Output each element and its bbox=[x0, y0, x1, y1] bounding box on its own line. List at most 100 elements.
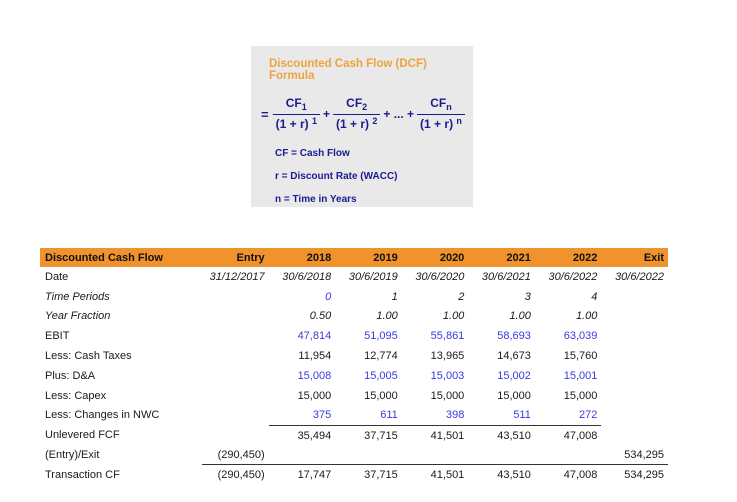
table-header-cell: 2018 bbox=[268, 248, 336, 267]
legend-item-r: r = Discount Rate (WACC) bbox=[275, 171, 398, 183]
table-cell: 1 bbox=[391, 290, 398, 303]
table-cell: 15,000 bbox=[364, 389, 398, 402]
table-cell: 272 bbox=[534, 405, 602, 426]
table-row: Less: Changes in NWC 375 611 398 511 272 bbox=[40, 405, 668, 426]
table-cell: 37,715 bbox=[364, 429, 398, 442]
table-cell bbox=[202, 366, 269, 386]
table-cell: 398 bbox=[401, 405, 469, 426]
fraction-term-1: CF1 (1 + r) 1 bbox=[272, 96, 320, 131]
table-cell: 375 bbox=[268, 405, 336, 426]
table-cell bbox=[601, 425, 668, 445]
table-header-cell: 2022 bbox=[534, 248, 602, 267]
table-cell: 1.00 bbox=[442, 310, 465, 323]
table-cell: 47,814 bbox=[297, 330, 332, 343]
table-cell bbox=[202, 287, 269, 307]
table-cell: 14,673 bbox=[497, 350, 531, 363]
formula-title: Discounted Cash Flow (DCF) Formula bbox=[269, 58, 427, 82]
table-cell: 30/6/2022 bbox=[548, 270, 598, 283]
table-cell: 15,000 bbox=[297, 389, 332, 402]
table-cell: 15,005 bbox=[364, 369, 398, 382]
table-cell: 30/6/2022 bbox=[615, 270, 664, 283]
row-label: Less: Changes in NWC bbox=[45, 409, 160, 422]
legend-item-cf: CF = Cash Flow bbox=[275, 148, 350, 160]
table-cell: 1.00 bbox=[376, 310, 398, 323]
table-header-cell: Discounted Cash Flow bbox=[40, 248, 203, 267]
table-cell: 15,000 bbox=[563, 389, 598, 402]
table-cell: 17,747 bbox=[297, 469, 332, 482]
row-label: Transaction CF bbox=[45, 468, 120, 481]
table-cell: 15,760 bbox=[563, 350, 598, 363]
table-row: (Entry)/Exit (290,450) 534,295 bbox=[40, 445, 668, 466]
table-cell bbox=[202, 307, 269, 327]
table-cell: 41,501 bbox=[430, 429, 465, 442]
table-cell bbox=[268, 445, 336, 466]
dcf-table-container: Discounted Cash Flow Entry 2018 2019 2020 202… bbox=[40, 248, 668, 485]
denominator: (1 + r) 2 bbox=[332, 113, 381, 131]
row-label: EBIT bbox=[45, 330, 70, 343]
table-cell: 12,774 bbox=[364, 350, 398, 363]
table-cell: 51,095 bbox=[364, 330, 398, 343]
table-cell: 4 bbox=[591, 290, 598, 303]
row-label: Unlevered FCF bbox=[45, 429, 120, 442]
header-row: Discounted Cash Flow Entry 2018 2019 2020 202… bbox=[40, 248, 668, 267]
table-header-cell: Exit bbox=[601, 248, 668, 267]
table-cell: 43,510 bbox=[497, 469, 531, 482]
table-cell: 534,295 bbox=[624, 469, 664, 482]
legend-item-n: n = Time in Years bbox=[275, 194, 357, 206]
table-cell: 1.00 bbox=[509, 310, 531, 323]
table-cell: 63,039 bbox=[563, 330, 598, 343]
table-row: Less: Capex 15,000 15,000 15,000 15,000 15,00… bbox=[40, 386, 668, 406]
table-cell: 0.50 bbox=[309, 310, 332, 323]
table-header-cell: 2021 bbox=[468, 248, 535, 267]
numerator: CF1 bbox=[285, 96, 307, 112]
plus-operator: + bbox=[322, 107, 330, 122]
table-cell: 13,965 bbox=[430, 350, 465, 363]
fraction-term-2: CF2 (1 + r) 2 bbox=[332, 96, 381, 131]
table-cell: 30/6/2018 bbox=[282, 270, 332, 283]
table-cell: 47,008 bbox=[563, 429, 598, 442]
table-cell: 611 bbox=[335, 405, 402, 426]
table-cell bbox=[202, 425, 269, 445]
table-cell bbox=[601, 326, 668, 346]
table-cell: 30/6/2021 bbox=[481, 270, 531, 283]
table-row: Transaction CF (290,450) 17,747 37,715 41,50… bbox=[40, 465, 668, 485]
dcf-formula-box: Discounted Cash Flow (DCF) Formula = CF1… bbox=[251, 46, 473, 207]
dcf-table: Discounted Cash Flow Entry 2018 2019 2020 202… bbox=[40, 248, 668, 485]
table-cell: 3 bbox=[524, 290, 531, 303]
table-row: EBIT 47,814 51,095 55,861 58,693 63,039 bbox=[40, 326, 668, 346]
table-cell bbox=[202, 406, 269, 426]
denominator: (1 + r) 1 bbox=[272, 113, 320, 131]
table-cell: (290,450) bbox=[217, 469, 265, 482]
table-row: Year Fraction 0.50 1.00 1.00 1.00 1.00 bbox=[40, 307, 668, 327]
table-header-cell: 2019 bbox=[335, 248, 402, 267]
table-cell: (290,450) bbox=[202, 445, 269, 466]
fraction-term-n: CFn (1 + r) n bbox=[417, 96, 465, 131]
table-cell bbox=[601, 366, 668, 386]
table-cell bbox=[601, 287, 668, 307]
row-label: (Entry)/Exit bbox=[45, 449, 100, 462]
row-label: Date bbox=[45, 270, 69, 283]
table-cell: 0 bbox=[325, 290, 332, 303]
table-cell bbox=[601, 307, 668, 327]
table-body: Date 31/12/2017 30/6/2018 30/6/2019 30/6/202… bbox=[40, 267, 668, 485]
table-cell: 15,008 bbox=[297, 369, 332, 382]
table-header: Discounted Cash Flow Entry 2018 2019 2020 202… bbox=[40, 248, 668, 267]
table-row: Date 31/12/2017 30/6/2018 30/6/2019 30/6/202… bbox=[40, 267, 668, 287]
table-cell bbox=[202, 346, 269, 366]
table-cell: 37,715 bbox=[364, 469, 398, 482]
row-label: Less: Cash Taxes bbox=[45, 350, 132, 363]
table-row: Unlevered FCF 35,494 37,715 41,501 43,510 47,… bbox=[40, 425, 668, 445]
table-cell: 31/12/2017 bbox=[209, 270, 265, 283]
table-cell bbox=[202, 386, 269, 406]
table-cell bbox=[601, 406, 668, 426]
row-label: Time Periods bbox=[45, 290, 110, 303]
table-cell: 30/6/2019 bbox=[348, 270, 398, 283]
table-cell: 11,954 bbox=[298, 350, 332, 363]
numerator: CFn bbox=[430, 96, 452, 112]
formula-legend: CF = Cash Flow r = Discount Rate (WACC) … bbox=[275, 148, 465, 205]
row-label: Plus: D&A bbox=[45, 369, 96, 382]
table-cell: 35,494 bbox=[297, 429, 332, 442]
table-cell: 47,008 bbox=[563, 469, 598, 482]
table-row: Less: Cash Taxes 11,954 12,774 13,965 14,673… bbox=[40, 346, 668, 366]
